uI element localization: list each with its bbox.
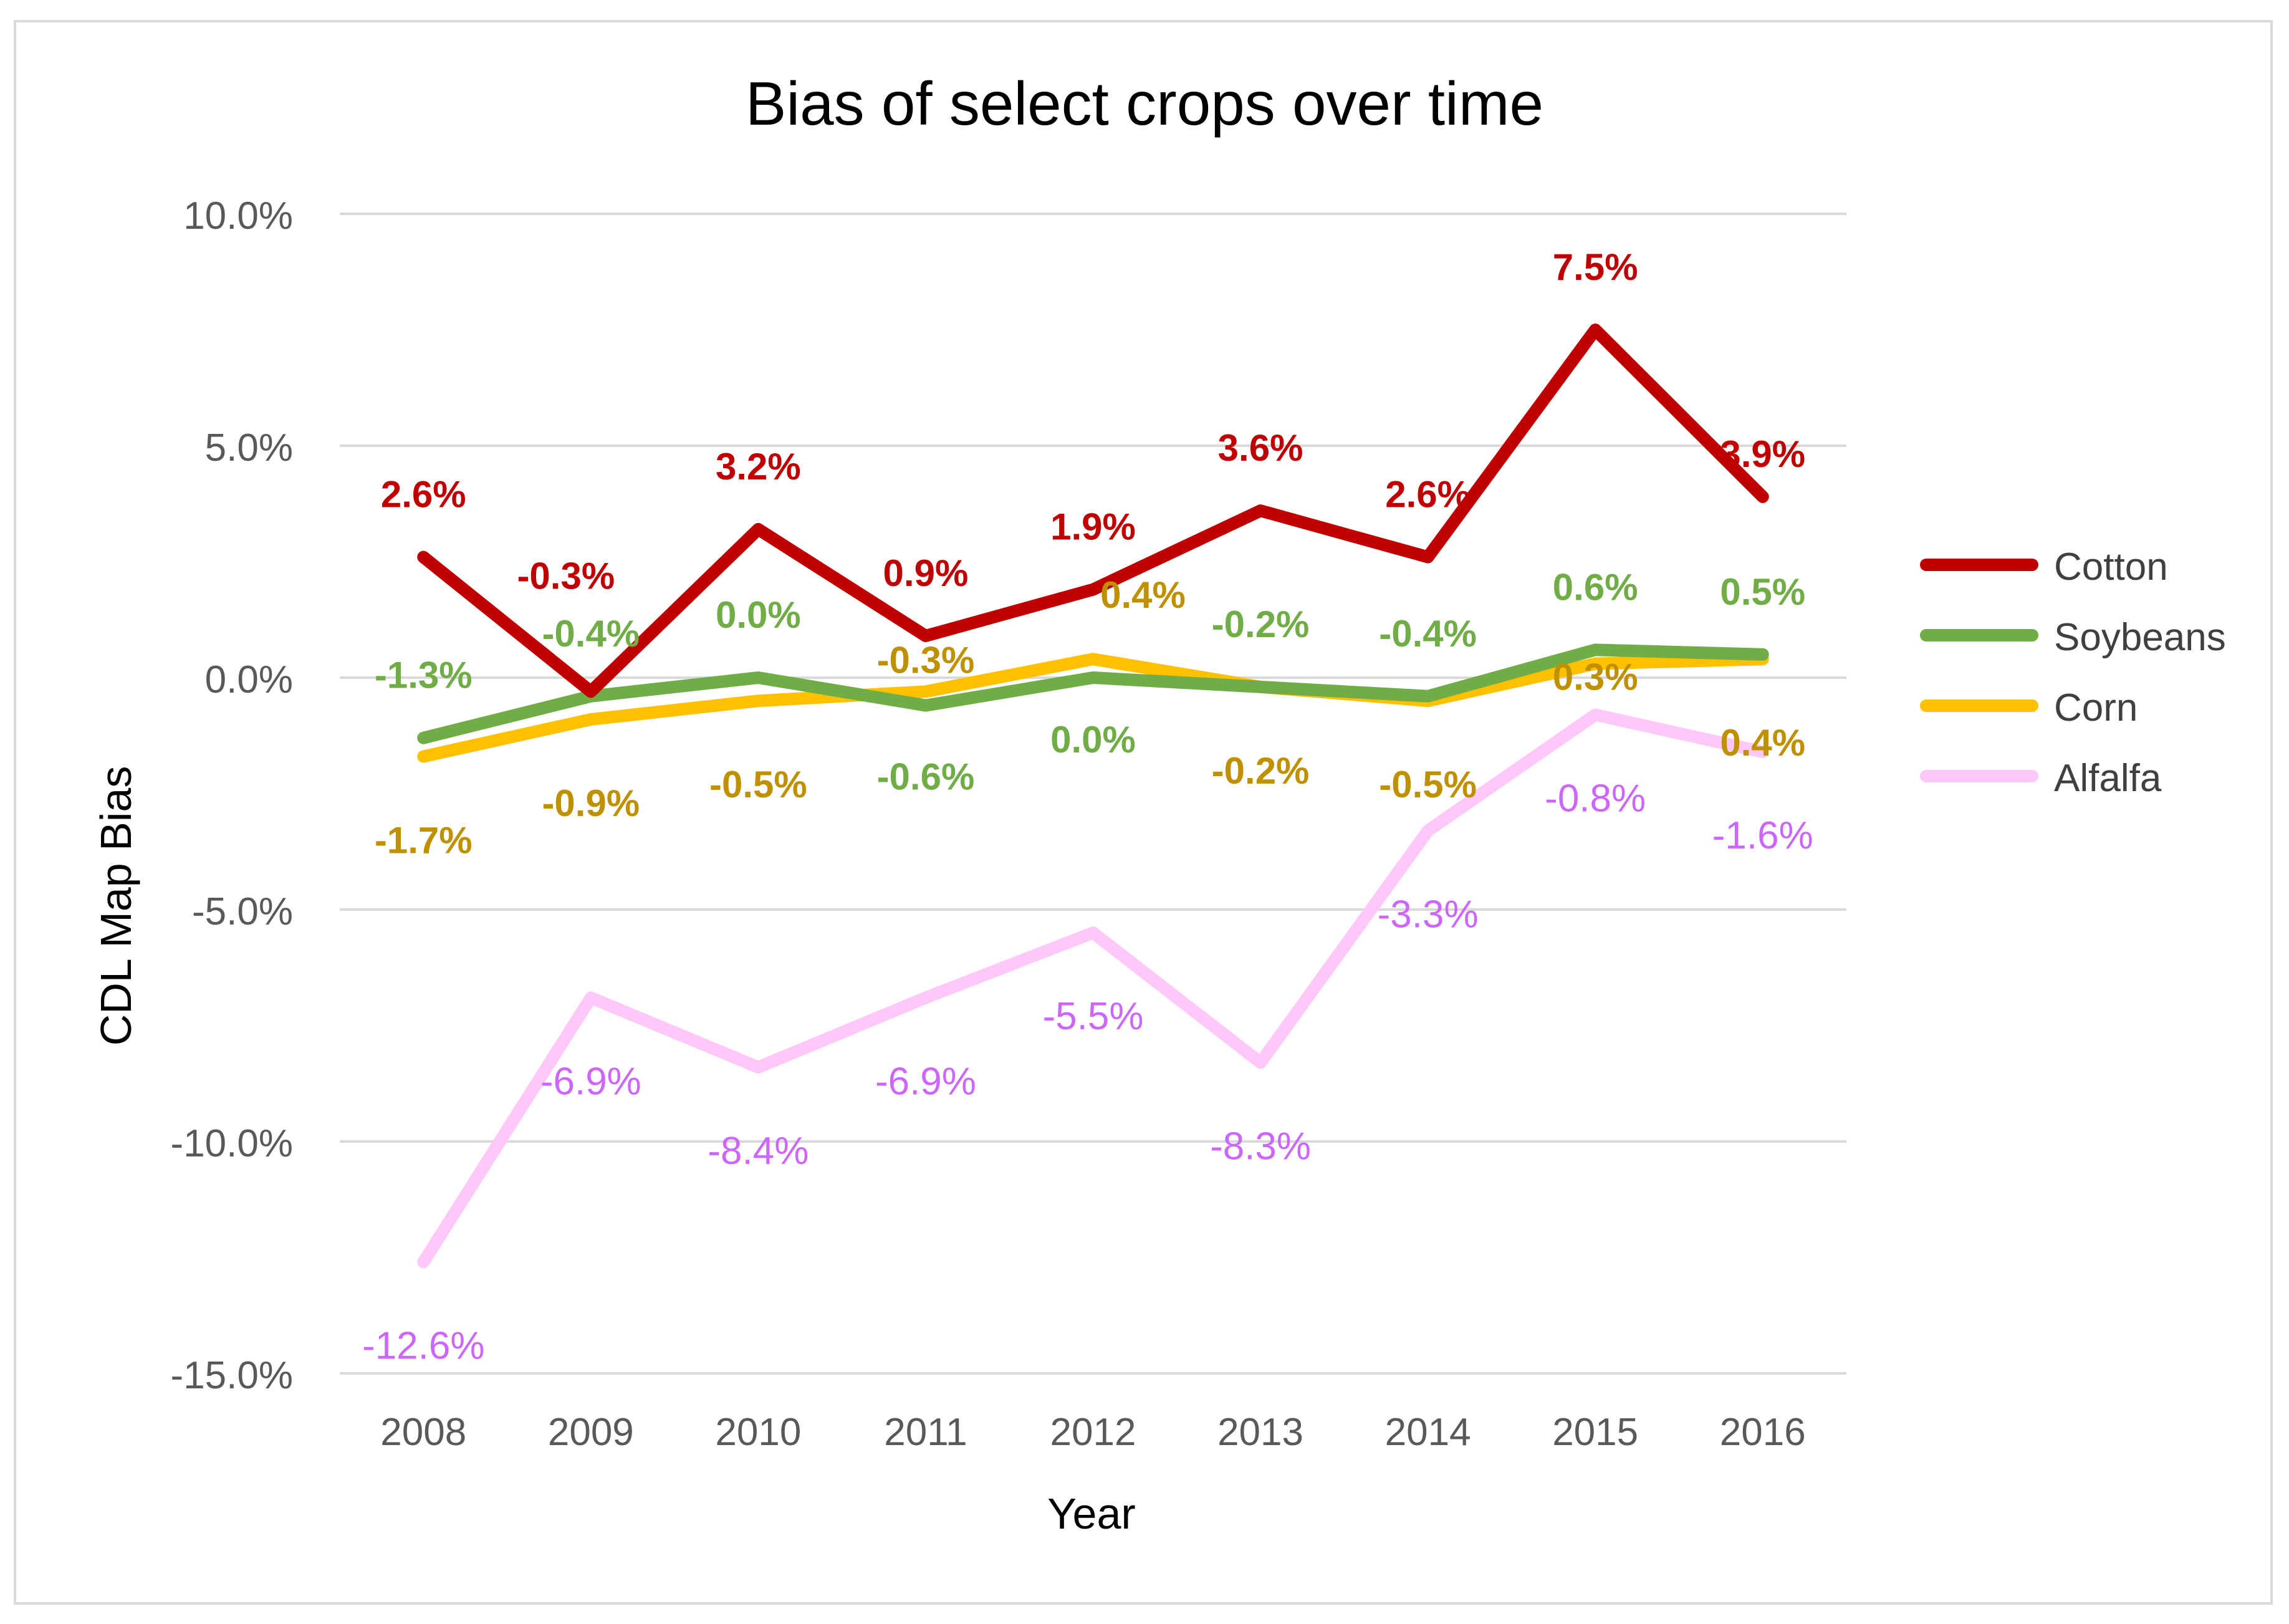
y-tick-label: -5.0% — [192, 890, 293, 933]
data-label-alfalfa: -1.6% — [1712, 814, 1813, 857]
data-label-corn: -1.7% — [375, 819, 473, 861]
series-line-cotton — [417, 324, 1769, 698]
series-line-corn — [417, 653, 1769, 763]
x-tick-label: 2016 — [1720, 1411, 1806, 1454]
data-label-corn: 0.4% — [1720, 722, 1805, 764]
series-line-soybeans — [417, 643, 1769, 744]
data-label-cotton: 2.6% — [381, 474, 466, 516]
x-tick-label: 2010 — [715, 1411, 801, 1454]
x-tick-label: 2014 — [1385, 1411, 1471, 1454]
data-label-soybeans: -0.4% — [1379, 613, 1477, 655]
x-tick-label: 2013 — [1217, 1411, 1303, 1454]
y-tick-label: -10.0% — [171, 1122, 293, 1165]
data-label-soybeans: 0.5% — [1720, 571, 1805, 613]
data-label-corn: -0.5% — [1379, 764, 1477, 805]
data-label-alfalfa: -8.4% — [708, 1130, 809, 1173]
data-label-corn: -0.3% — [877, 639, 975, 681]
legend-label-soybeans: Soybeans — [2054, 616, 2226, 659]
legend-label-cotton: Cotton — [2054, 545, 2168, 589]
data-label-soybeans: -1.3% — [375, 655, 473, 696]
legend-label-alfalfa: Alfalfa — [2054, 757, 2162, 800]
y-axis-title: CDL Map Bias — [92, 766, 140, 1046]
y-axis-ticks: 10.0% 5.0% 0.0% -5.0% -10.0% -15.0% — [171, 195, 293, 1397]
data-label-corn: -0.5% — [709, 764, 807, 805]
data-label-corn: -0.2% — [1212, 750, 1310, 792]
x-tick-label: 2011 — [884, 1411, 967, 1454]
legend-label-corn: Corn — [2054, 686, 2138, 729]
data-label-cotton: 1.9% — [1050, 506, 1136, 548]
y-tick-label: -15.0% — [171, 1354, 293, 1397]
data-label-soybeans: -0.2% — [1212, 603, 1310, 645]
y-tick-label: 10.0% — [183, 195, 293, 238]
series-line-alfalfa — [417, 708, 1769, 1269]
data-label-alfalfa: -0.8% — [1545, 777, 1646, 820]
data-label-corn: 0.3% — [1553, 656, 1638, 698]
legend: Cotton Soybeans Corn Alfalfa — [1920, 545, 2226, 800]
data-labels: 2.6% -0.3% 3.2% 0.9% 1.9% 3.6% 2.6% 7.5% 3.9% -1.… — [362, 246, 1813, 1367]
x-tick-label: 2008 — [380, 1411, 466, 1454]
data-label-cotton: 2.6% — [1385, 474, 1471, 516]
data-label-cotton: 3.6% — [1218, 427, 1303, 469]
x-tick-label: 2015 — [1552, 1411, 1638, 1454]
data-label-corn: 0.4% — [1100, 574, 1186, 616]
x-tick-label: 2012 — [1050, 1411, 1136, 1454]
series-lines — [417, 324, 1769, 1269]
y-tick-label: 5.0% — [205, 426, 293, 469]
data-label-alfalfa: -12.6% — [362, 1324, 484, 1367]
chart-border — [14, 20, 2273, 1605]
data-label-corn: -0.9% — [542, 782, 640, 824]
chart-title: Bias of select crops over time — [746, 69, 1543, 138]
data-label-soybeans: -0.6% — [877, 756, 975, 798]
data-label-soybeans: 0.6% — [1553, 566, 1638, 608]
data-label-alfalfa: -5.5% — [1043, 995, 1144, 1038]
x-axis-ticks: 2008 2009 2010 2011 2012 2013 2014 2015 2016 — [380, 1411, 1805, 1454]
data-label-cotton: 7.5% — [1553, 246, 1638, 288]
data-label-alfalfa: -3.3% — [1378, 893, 1479, 936]
data-label-cotton: 3.2% — [716, 446, 801, 488]
data-label-alfalfa: -8.3% — [1210, 1125, 1311, 1168]
data-label-cotton: 0.9% — [883, 552, 969, 594]
data-label-soybeans: 0.0% — [1050, 719, 1136, 761]
data-label-soybeans: 0.0% — [716, 594, 801, 636]
data-label-cotton: 3.9% — [1720, 433, 1805, 475]
x-axis-title: Year — [1047, 1489, 1135, 1538]
x-tick-label: 2009 — [548, 1411, 634, 1454]
data-label-soybeans: -0.4% — [542, 613, 640, 655]
data-label-cotton: -0.3% — [517, 555, 615, 597]
y-tick-label: 0.0% — [205, 658, 293, 701]
data-label-alfalfa: -6.9% — [540, 1060, 641, 1103]
data-label-alfalfa: -6.9% — [875, 1060, 976, 1103]
